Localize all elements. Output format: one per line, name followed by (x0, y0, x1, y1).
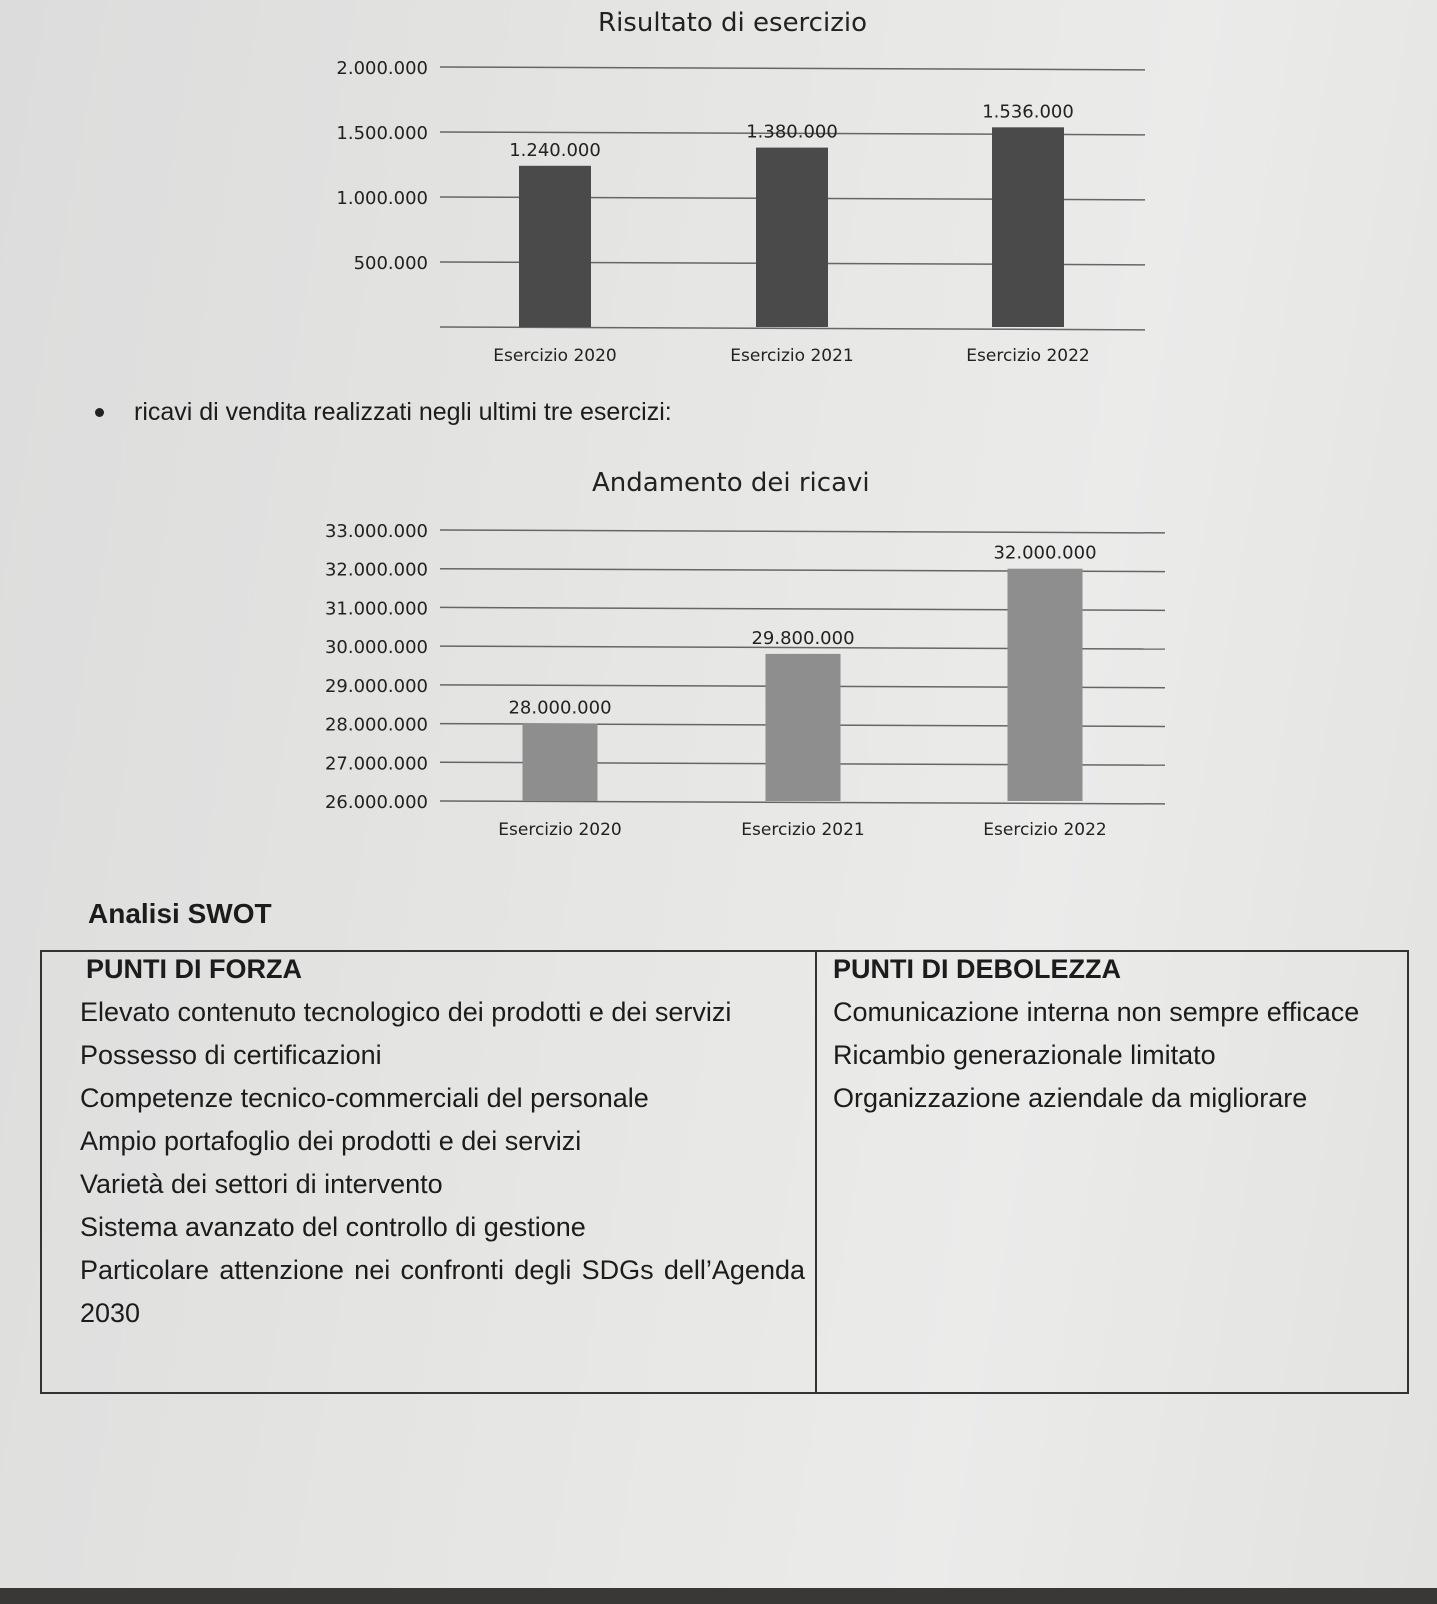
weakness-item: Ricambio generazionale limitato (833, 1040, 1216, 1070)
strengths-column: PUNTI DI FORZA Elevato contenuto tecnolo… (42, 952, 817, 1392)
strength-item: Elevato contenuto tecnologico dei prodot… (80, 997, 732, 1027)
y-tick-label: 1.000.000 (336, 188, 428, 209)
bullet-icon (95, 408, 104, 417)
x-tick-label: Esercizio 2021 (741, 820, 864, 840)
x-tick-label: Esercizio 2021 (730, 346, 853, 366)
data-label: 1.536.000 (982, 101, 1074, 122)
y-tick-label: 27.000.000 (325, 753, 428, 774)
bar (992, 127, 1064, 327)
swot-title: Analisi SWOT (88, 898, 272, 929)
x-tick-label: Esercizio 2022 (966, 346, 1089, 366)
y-tick-label: 28.000.000 (325, 715, 428, 736)
bar (519, 165, 591, 327)
x-tick-label: Esercizio 2020 (498, 820, 621, 840)
background-surface (0, 1588, 1437, 1604)
y-tick-label: 1.500.000 (336, 123, 428, 144)
weaknesses-header: PUNTI DI DEBOLEZZA (833, 954, 1121, 984)
y-tick-label: 33.000.000 (325, 521, 428, 542)
y-tick-label: 26.000.000 (325, 792, 428, 813)
y-tick-label: 2.000.000 (336, 58, 428, 79)
strength-item: Competenze tecnico-commerciali del perso… (80, 1083, 649, 1113)
strength-item: Varietà dei settori di intervento (80, 1169, 443, 1199)
strength-item: Particolare attenzione nei confronti deg… (80, 1255, 805, 1328)
strengths-header: PUNTI DI FORZA (86, 954, 302, 984)
weaknesses-column: PUNTI DI DEBOLEZZA Comunicazione interna… (817, 952, 1407, 1392)
strength-item: Sistema avanzato del controllo di gestio… (80, 1212, 586, 1242)
data-label: 32.000.000 (993, 543, 1096, 564)
gridline (439, 66, 1146, 71)
data-label: 1.380.000 (746, 122, 838, 143)
gridline (439, 529, 1166, 534)
y-tick-label: 500.000 (354, 253, 428, 274)
gridline (439, 800, 1166, 805)
y-tick-label: 29.000.000 (325, 676, 428, 697)
data-label: 1.240.000 (509, 140, 601, 161)
x-tick-label: Esercizio 2022 (983, 820, 1106, 840)
chart1-title: Risultato di esercizio (598, 8, 867, 38)
data-label: 29.800.000 (751, 628, 854, 649)
bar (756, 147, 828, 327)
bar (765, 653, 841, 801)
weakness-item: Organizzazione aziendale da migliorare (833, 1083, 1308, 1113)
strength-item: Possesso di certificazioni (80, 1040, 382, 1070)
swot-table: PUNTI DI FORZA Elevato contenuto tecnolo… (40, 950, 1409, 1394)
weakness-item: Comunicazione interna non sempre efficac… (833, 997, 1360, 1027)
gridline (439, 326, 1146, 331)
data-label: 28.000.000 (508, 698, 611, 719)
strength-item: Ampio portafoglio dei prodotti e dei ser… (80, 1126, 582, 1156)
chart2-title: Andamento dei ricavi (592, 468, 870, 498)
bar (1007, 568, 1083, 801)
y-tick-label: 32.000.000 (325, 560, 428, 581)
ricavi-chart: 33.000.000 32.000.000 31.000.000 30.000.000… (325, 521, 1166, 840)
y-tick-label: 30.000.000 (325, 637, 428, 658)
bullet-text: ricavi di vendita realizzati negli ultim… (134, 398, 672, 426)
y-tick-label: 31.000.000 (325, 598, 428, 619)
x-tick-label: Esercizio 2020 (493, 346, 616, 366)
risultato-chart: 2.000.000 1.500.000 1.000.000 500.000 1.240.… (336, 58, 1146, 366)
bullet-item: ricavi di vendita realizzati negli ultim… (95, 398, 672, 427)
bar (522, 723, 598, 801)
